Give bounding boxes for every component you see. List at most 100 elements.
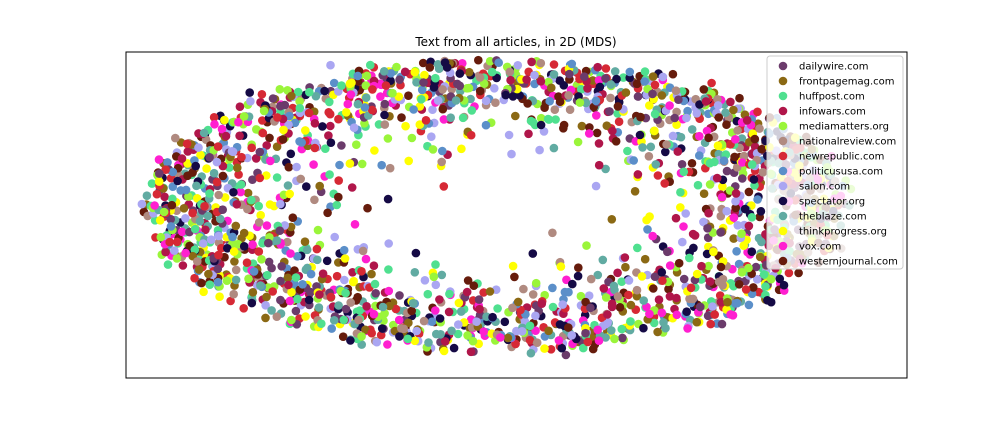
data-point <box>447 326 456 336</box>
data-point <box>455 81 465 91</box>
data-point <box>401 121 410 131</box>
data-point <box>517 327 527 336</box>
data-point <box>709 247 718 257</box>
data-point <box>439 182 449 191</box>
data-point <box>215 214 225 224</box>
data-point <box>412 326 422 336</box>
data-point <box>194 265 204 274</box>
data-point <box>712 173 722 183</box>
data-point <box>561 350 571 360</box>
data-point <box>313 225 323 235</box>
data-point <box>714 113 724 122</box>
data-point <box>636 112 645 122</box>
data-point <box>584 291 594 301</box>
data-point <box>369 309 379 319</box>
data-point <box>594 139 604 148</box>
data-point <box>704 133 713 143</box>
data-point <box>737 268 747 277</box>
data-point <box>562 275 571 285</box>
data-point <box>161 247 170 257</box>
legend-label: mediamatters.org <box>799 122 889 133</box>
data-point <box>723 297 732 307</box>
legend-label: frontpagemag.com <box>799 77 895 88</box>
data-point <box>251 125 261 134</box>
legend-label: westernjournal.com <box>799 257 898 268</box>
data-point <box>239 304 248 313</box>
data-point <box>633 92 643 101</box>
data-point <box>239 228 249 238</box>
data-point <box>642 215 651 225</box>
legend: dailywire.com frontpagemag.com huffpost.co… <box>766 55 904 270</box>
data-point <box>610 334 619 344</box>
data-point <box>221 131 231 141</box>
data-point <box>605 107 614 116</box>
data-point <box>513 61 523 70</box>
data-point <box>717 192 727 202</box>
data-point <box>674 95 683 104</box>
data-point <box>463 331 472 340</box>
data-point <box>267 263 276 273</box>
data-point <box>298 280 307 289</box>
data-point <box>739 241 748 250</box>
data-point <box>315 290 324 299</box>
data-point <box>202 164 211 173</box>
data-point <box>454 320 463 329</box>
data-point <box>243 188 253 198</box>
data-point <box>437 157 447 167</box>
legend-marker <box>778 106 788 116</box>
data-point <box>747 213 757 222</box>
data-point <box>285 111 294 121</box>
data-point <box>234 170 243 179</box>
data-point <box>195 217 205 226</box>
data-point <box>304 295 314 305</box>
data-point <box>417 85 427 95</box>
data-point <box>729 105 738 115</box>
data-point <box>284 162 294 172</box>
data-point <box>272 173 282 182</box>
data-point <box>658 72 668 82</box>
data-point <box>593 325 602 335</box>
data-point <box>650 80 660 90</box>
data-point <box>210 120 219 129</box>
data-point <box>640 77 649 86</box>
data-point <box>658 276 667 286</box>
data-point <box>705 180 715 189</box>
data-point <box>137 199 147 209</box>
data-point <box>756 207 766 216</box>
legend-marker <box>778 241 788 251</box>
data-point <box>295 103 305 113</box>
data-point <box>177 227 187 237</box>
data-point <box>583 84 592 93</box>
data-point <box>567 331 577 340</box>
data-point <box>550 105 560 114</box>
data-point <box>474 295 484 304</box>
data-point <box>353 99 363 109</box>
data-point <box>749 175 759 184</box>
data-point <box>555 97 565 106</box>
data-point <box>339 315 349 325</box>
data-point <box>586 303 595 313</box>
data-point <box>311 91 321 101</box>
data-point <box>178 261 188 270</box>
data-point <box>265 133 274 143</box>
data-point <box>262 171 271 180</box>
data-point <box>645 309 654 319</box>
data-point <box>234 117 243 127</box>
data-point <box>205 153 214 162</box>
data-point <box>611 137 621 146</box>
data-point <box>653 171 663 180</box>
data-point <box>173 176 182 186</box>
data-point <box>431 306 440 315</box>
data-point <box>220 115 229 125</box>
data-point <box>717 319 727 329</box>
data-point <box>510 272 519 282</box>
data-point <box>300 237 310 246</box>
data-point <box>161 165 170 174</box>
data-point <box>507 149 516 159</box>
data-point <box>522 75 531 84</box>
data-point <box>454 298 464 308</box>
data-point <box>326 138 336 147</box>
data-point <box>620 253 630 262</box>
data-point <box>410 67 420 77</box>
